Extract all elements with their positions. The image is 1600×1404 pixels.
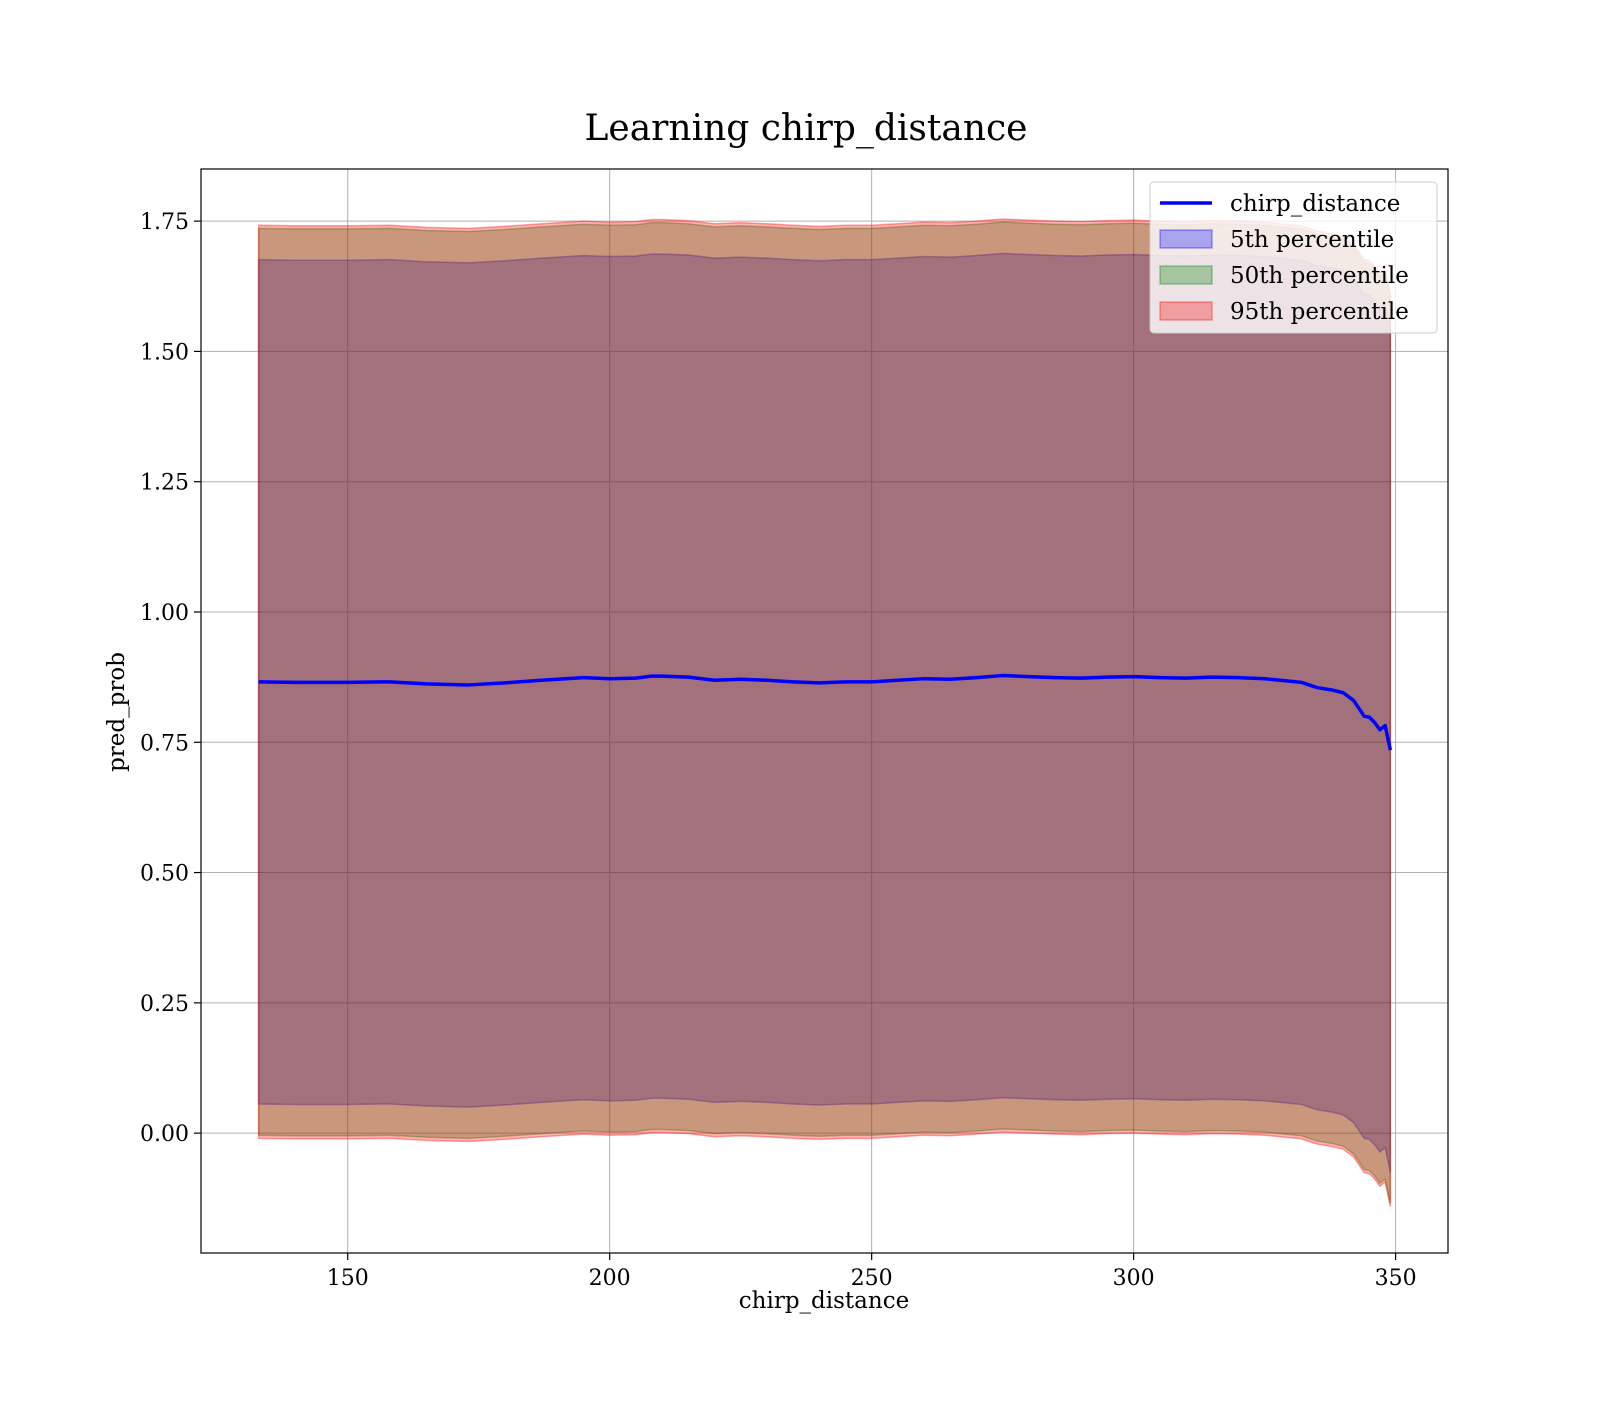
legend-patch-swatch bbox=[1159, 301, 1213, 321]
y-ticks: 0.00 0.25 0.50 0.75 1.00 1.25 1.50 1.75 bbox=[140, 210, 201, 1147]
y-tick-label: 1.00 bbox=[140, 601, 189, 626]
series-lines bbox=[258, 673, 1393, 751]
y-tick-label: 0.00 bbox=[140, 1122, 189, 1147]
band-95th-percentile bbox=[257, 218, 1392, 1207]
x-tick-label: 250 bbox=[851, 1266, 893, 1291]
x-tick-label: 150 bbox=[327, 1266, 369, 1291]
y-tick-label: 0.50 bbox=[140, 862, 189, 887]
band-5th-percentile bbox=[257, 252, 1392, 1173]
y-tick-label: 1.75 bbox=[140, 210, 189, 235]
legend-entry-label: 50th percentile bbox=[1230, 263, 1409, 289]
plot-frame bbox=[200, 168, 1449, 1254]
series-line-chirp-distance bbox=[258, 673, 1393, 751]
legend-entry-label: 95th percentile bbox=[1230, 299, 1409, 325]
legend-entry-label: 5th percentile bbox=[1230, 227, 1394, 253]
x-axis-label: chirp_distance bbox=[739, 1288, 909, 1314]
x-tick-label: 200 bbox=[589, 1266, 631, 1291]
y-tick-label: 1.25 bbox=[140, 471, 189, 496]
legend-entry-label: chirp_distance bbox=[1230, 191, 1400, 217]
legend-patch-swatch bbox=[1159, 265, 1213, 285]
x-ticks: 150 200 250 300 350 bbox=[327, 1253, 1417, 1291]
y-tick-label: 1.50 bbox=[140, 340, 189, 365]
y-tick-label: 0.75 bbox=[140, 731, 189, 756]
legend-patch-swatch bbox=[1159, 229, 1213, 249]
x-tick-label: 300 bbox=[1113, 1266, 1155, 1291]
x-tick-label: 350 bbox=[1375, 1266, 1417, 1291]
y-axis-label: pred_prob bbox=[104, 652, 130, 772]
percentile-bands bbox=[257, 218, 1392, 1207]
y-tick-label: 0.25 bbox=[140, 992, 189, 1017]
band-50th-percentile bbox=[257, 221, 1392, 1204]
legend-box bbox=[1149, 181, 1438, 334]
legend: chirp_distance 5th percentile 50th percent… bbox=[1149, 181, 1438, 334]
chart-title: Learning chirp_distance bbox=[585, 108, 1028, 149]
